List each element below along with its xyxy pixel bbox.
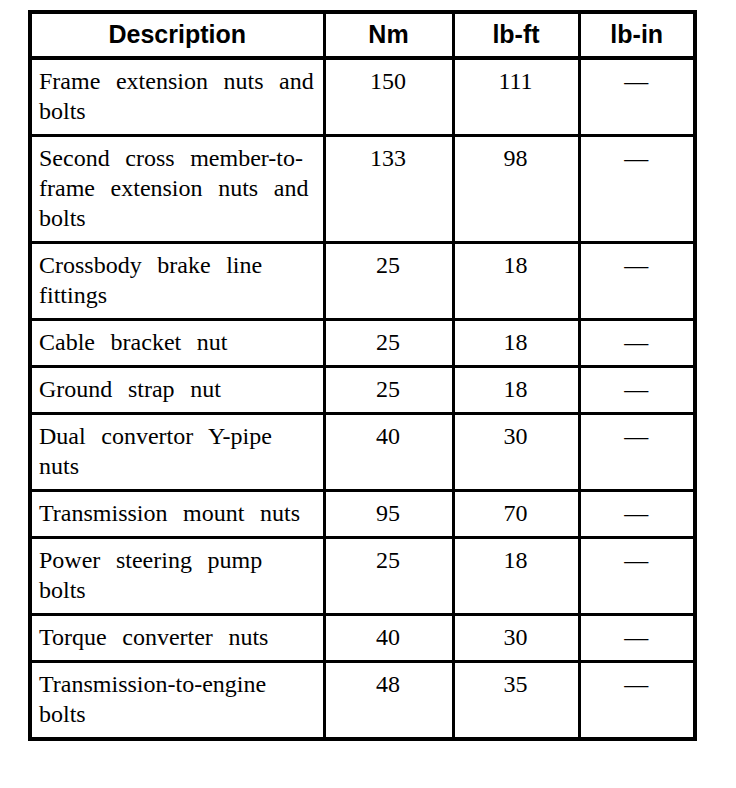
lb-ft-value-cell: 70 xyxy=(453,491,579,538)
description-cell: Transmission mount nuts xyxy=(30,491,324,538)
table-row: Transmission-to-engine bolts4835— xyxy=(30,662,695,740)
lb-in-value-cell: — xyxy=(579,538,695,615)
document-page: DescriptionNmlb-ftlb-in Frame extension … xyxy=(0,0,736,788)
lb-in-value-cell: — xyxy=(579,615,695,662)
nm-value-cell: 95 xyxy=(324,491,453,538)
lb-ft-value-cell: 98 xyxy=(453,136,579,243)
lb-ft-value-cell: 111 xyxy=(453,58,579,136)
lb-ft-value-cell: 18 xyxy=(453,320,579,367)
lb-ft-value-cell: 18 xyxy=(453,538,579,615)
lb-in-value-cell: — xyxy=(579,243,695,320)
description-cell: Crossbody brake line fittings xyxy=(30,243,324,320)
nm-value-cell: 25 xyxy=(324,243,453,320)
description-cell: Cable bracket nut xyxy=(30,320,324,367)
description-cell: Second cross member-to-frame extension n… xyxy=(30,136,324,243)
table-row: Power steering pump bolts2518— xyxy=(30,538,695,615)
nm-value-cell: 150 xyxy=(324,58,453,136)
lb-in-value-cell: — xyxy=(579,320,695,367)
lb-in-value-cell: — xyxy=(579,58,695,136)
torque-spec-table: DescriptionNmlb-ftlb-in Frame extension … xyxy=(28,10,697,741)
table-row: Transmission mount nuts9570— xyxy=(30,491,695,538)
nm-value-cell: 25 xyxy=(324,367,453,414)
column-header-nm: Nm xyxy=(324,12,453,58)
table-row: Frame extension nuts and bolts150111— xyxy=(30,58,695,136)
column-header-lb-in: lb-in xyxy=(579,12,695,58)
nm-value-cell: 25 xyxy=(324,320,453,367)
nm-value-cell: 133 xyxy=(324,136,453,243)
lb-ft-value-cell: 30 xyxy=(453,414,579,491)
description-cell: Torque converter nuts xyxy=(30,615,324,662)
table-row: Cable bracket nut2518— xyxy=(30,320,695,367)
description-cell: Ground strap nut xyxy=(30,367,324,414)
lb-ft-value-cell: 18 xyxy=(453,243,579,320)
lb-ft-value-cell: 30 xyxy=(453,615,579,662)
lb-in-value-cell: — xyxy=(579,414,695,491)
description-cell: Power steering pump bolts xyxy=(30,538,324,615)
nm-value-cell: 40 xyxy=(324,615,453,662)
table-row: Ground strap nut2518— xyxy=(30,367,695,414)
lb-in-value-cell: — xyxy=(579,662,695,740)
column-header-lb-ft: lb-ft xyxy=(453,12,579,58)
lb-ft-value-cell: 18 xyxy=(453,367,579,414)
column-header-description: Description xyxy=(30,12,324,58)
description-cell: Frame extension nuts and bolts xyxy=(30,58,324,136)
table-row: Torque converter nuts4030— xyxy=(30,615,695,662)
table-row: Crossbody brake line fittings2518— xyxy=(30,243,695,320)
nm-value-cell: 25 xyxy=(324,538,453,615)
table-body: Frame extension nuts and bolts150111—Sec… xyxy=(30,58,695,739)
table-row: Second cross member-to-frame extension n… xyxy=(30,136,695,243)
description-cell: Transmission-to-engine bolts xyxy=(30,662,324,740)
nm-value-cell: 48 xyxy=(324,662,453,740)
header-row: DescriptionNmlb-ftlb-in xyxy=(30,12,695,58)
lb-in-value-cell: — xyxy=(579,367,695,414)
lb-ft-value-cell: 35 xyxy=(453,662,579,740)
lb-in-value-cell: — xyxy=(579,491,695,538)
table-row: Dual convertor Y-pipe nuts4030— xyxy=(30,414,695,491)
lb-in-value-cell: — xyxy=(579,136,695,243)
nm-value-cell: 40 xyxy=(324,414,453,491)
description-cell: Dual convertor Y-pipe nuts xyxy=(30,414,324,491)
